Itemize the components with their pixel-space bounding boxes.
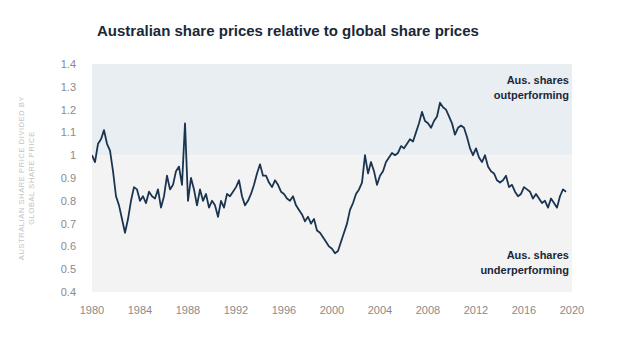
y-axis-label-line: GLOBAL SHARE PRICE [27,131,36,224]
annotation-line: outperforming [494,89,569,101]
x-tick-label: 2000 [320,304,344,316]
series [92,103,566,253]
chart: Australian share prices relative to glob… [0,0,622,340]
y-axis-label-line: AUSTRALIAN SHARE PRICE DIVIDED BY [17,96,26,260]
x-tick-label: 1996 [272,304,296,316]
annotation-line: Aus. shares [507,74,569,86]
y-tick-label: 1.1 [61,126,76,138]
band [92,64,572,155]
x-tick-label: 1984 [128,304,152,316]
y-tick-label: 1.4 [61,58,76,70]
x-tick-label: 2016 [512,304,536,316]
y-tick-label: 0.4 [61,286,76,298]
annotation: Aus. shares outperforming [494,74,569,101]
y-tick-label: 1 [70,149,76,161]
x-tick-label: 2020 [560,304,584,316]
y-tick-label: 0.8 [61,195,76,207]
y-tick-label: 0.9 [61,172,76,184]
annotation-line: Aus. shares [507,249,569,261]
line [92,103,566,253]
y-tick-label: 0.7 [61,218,76,230]
title: Australian share prices relative to glob… [97,22,479,39]
bands [92,64,572,292]
x-tick-label: 1980 [80,304,104,316]
y-tick-label: 0.6 [61,240,76,252]
x-tick-label: 2004 [368,304,392,316]
x-tick-label: 2012 [464,304,488,316]
annotation: Aus. shares underperforming [480,249,569,276]
annotation-line: underperforming [480,264,569,276]
x-tick-label: 1992 [224,304,248,316]
y-tick-label: 0.5 [61,263,76,275]
y-tick-label: 1.2 [61,104,76,116]
y-tick-label: 1.3 [61,81,76,93]
band [92,155,572,292]
x-tick-label: 2008 [416,304,440,316]
y-axis-label: AUSTRALIAN SHARE PRICE DIVIDED BYGLOBAL … [17,96,36,260]
x-tick-label: 1988 [176,304,200,316]
